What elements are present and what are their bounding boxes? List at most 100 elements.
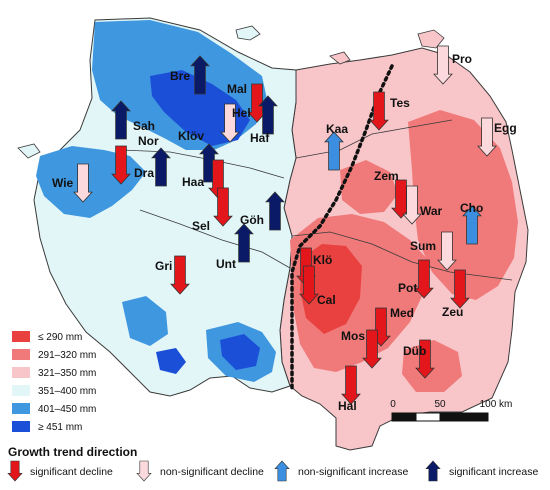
dark-blue-zone-harz: [220, 334, 260, 370]
site-marker: Bre: [170, 55, 210, 95]
site-label: Tes: [390, 96, 410, 110]
arrow-up-icon: [274, 460, 290, 482]
arrow-up-icon: [258, 95, 278, 135]
legend-swatch: [12, 421, 30, 432]
arrow-down-icon: [369, 91, 389, 131]
scale-bar-segment-3: [439, 412, 489, 422]
site-label: Göh: [240, 213, 264, 227]
site-marker: Göh: [240, 191, 285, 231]
site-label: War: [420, 204, 443, 218]
internal-border: [139, 209, 291, 269]
site-marker: Pro: [433, 45, 472, 85]
arrow-down-icon: [111, 145, 131, 185]
red-zone-southeast: [402, 340, 462, 392]
scale-bar-segment-2: [415, 412, 441, 422]
site-marker: Sum: [410, 231, 457, 271]
arrow-down-icon: [402, 185, 422, 225]
arrow-down-icon: [437, 231, 457, 271]
site-label: Sah: [133, 119, 155, 133]
site-label: Klöv: [178, 129, 204, 143]
site-label: Nor: [138, 134, 159, 148]
site-label: Sel: [192, 219, 210, 233]
island-coast: [329, 51, 351, 65]
site-marker: Egg: [477, 117, 517, 157]
site-marker: Haa: [182, 159, 228, 199]
arrow-down-icon: [414, 259, 434, 299]
arrow-down-icon: [433, 45, 453, 85]
legend-swatch: [12, 349, 30, 360]
trend-legend-title: Growth trend direction: [8, 445, 137, 459]
legend-label: 291–320 mm: [38, 350, 96, 361]
legend-label: ≤ 290 mm: [38, 332, 82, 343]
arrow-down-icon: [341, 365, 361, 405]
site-label: Zem: [374, 169, 399, 183]
site-marker: War: [402, 185, 443, 225]
trend-legend-label: non-significant increase: [298, 466, 408, 478]
internal-border: [295, 119, 453, 159]
site-label: Zeu: [442, 305, 463, 319]
site-marker: Cal: [299, 265, 336, 307]
legend-label: ≥ 451 mm: [38, 422, 82, 433]
map-base: [17, 17, 529, 451]
legend-swatch: [12, 367, 30, 378]
site-marker: Haf: [250, 95, 278, 145]
site-marker: Tes: [369, 91, 410, 131]
site-label: Pro: [452, 52, 472, 66]
site-marker: Sah: [111, 100, 155, 140]
blue-spot-south: [156, 348, 186, 374]
site-label: Med: [390, 306, 414, 320]
legend-swatch: [12, 385, 30, 396]
arrow-down-icon: [391, 179, 411, 219]
deep-red-zone-south: [300, 244, 362, 334]
scale-bar: 0 50 100 km: [390, 399, 513, 422]
dotted-boundary-line: [290, 64, 394, 390]
arrow-up-icon: [151, 147, 171, 187]
site-label: Gri: [155, 259, 172, 273]
arrow-down-icon: [247, 83, 267, 123]
arrow-down-icon: [415, 339, 435, 379]
scale-tick-50: 50: [434, 399, 446, 410]
site-marker: Dra: [134, 147, 171, 187]
arrow-up-icon: [111, 100, 131, 140]
site-label: Hal: [338, 399, 357, 413]
site-label: Sum: [410, 239, 436, 253]
legend-label: 401–450 mm: [38, 404, 96, 415]
site-marker: Cho: [460, 201, 483, 245]
site-label: Cal: [317, 293, 336, 307]
legend-swatch: [12, 331, 30, 342]
arrow-down-icon: [450, 269, 470, 309]
trend-legend-label: significant increase: [449, 466, 538, 478]
site-marker: Zeu: [442, 269, 470, 319]
site-label: Haa: [182, 175, 204, 189]
site-label: Dra: [134, 166, 154, 180]
site-marker: Hal: [338, 365, 361, 413]
site-label: Düb: [403, 344, 426, 358]
arrow-down-icon: [220, 103, 240, 143]
island-northeast: [417, 29, 445, 49]
legend-label: 321–350 mm: [38, 368, 96, 379]
site-marker: Düb: [403, 339, 435, 379]
trend-legend-label: non-significant decline: [160, 466, 264, 478]
legend-label: 351–400 mm: [38, 386, 96, 397]
site-label: Haf: [250, 131, 270, 145]
scale-bar-segment-1: [391, 412, 417, 422]
arrow-up-icon: [324, 131, 344, 171]
site-label: Mos: [341, 329, 365, 343]
site-label: Kaa: [326, 122, 348, 136]
site-marker: Zem: [374, 169, 411, 219]
site-marker: Gri: [155, 255, 190, 295]
island-west: [17, 143, 41, 159]
site-marker: Mal: [227, 82, 267, 123]
site-label: Klö: [313, 253, 332, 267]
scale-tick-100: 100 km: [480, 399, 513, 410]
blue-zone-southwest: [122, 296, 168, 346]
scale-tick-0: 0: [390, 399, 396, 410]
trend-legend-label: significant decline: [30, 466, 113, 478]
site-marker: Kaa: [324, 122, 348, 171]
red-zone-east: [408, 110, 518, 300]
arrow-down-icon: [362, 329, 382, 369]
island-north: [235, 25, 261, 41]
site-marker: Unt: [216, 223, 254, 271]
